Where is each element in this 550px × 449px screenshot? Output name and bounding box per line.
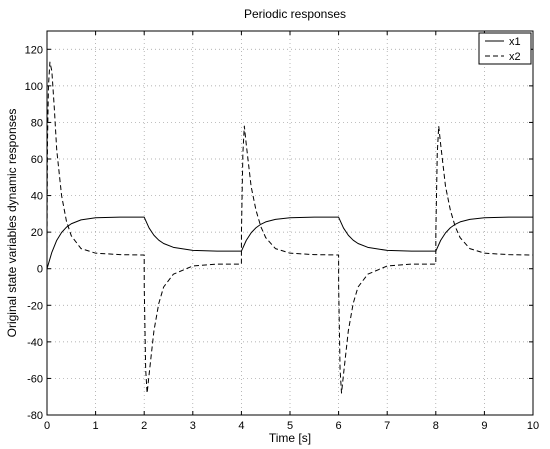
y-tick-label: 80 — [31, 117, 43, 129]
legend-x1-label: x1 — [509, 36, 521, 48]
series-group — [46, 61, 534, 394]
x-tick-label: 7 — [384, 420, 390, 432]
legend-box — [478, 32, 532, 65]
x-tick-label: 1 — [93, 420, 99, 432]
series-x2-line — [46, 61, 534, 394]
y-axis-ticks: -80 -60 -40 -20 0 20 40 60 80 100 120 — [25, 44, 533, 422]
x-axis-label: Time [s] — [269, 431, 311, 445]
x-tick-label: 3 — [190, 420, 196, 432]
legend-x2-label: x2 — [509, 51, 521, 63]
x-tick-label: 2 — [141, 420, 147, 432]
series-x1-line — [46, 216, 533, 269]
y-axis-label: Original state variables dynamic respons… — [5, 109, 19, 338]
x-tick-label: 0 — [44, 420, 50, 432]
y-tick-label: -60 — [27, 373, 43, 385]
x-tick-label: 10 — [527, 420, 539, 432]
x-tick-label: 9 — [481, 420, 487, 432]
y-tick-label: 120 — [25, 44, 43, 56]
y-tick-label: 60 — [31, 154, 43, 166]
y-tick-label: 40 — [31, 191, 43, 203]
y-tick-label: 0 — [37, 264, 43, 276]
x-tick-label: 8 — [433, 420, 439, 432]
x-tick-label: 5 — [287, 420, 293, 432]
y-tick-label: -20 — [27, 300, 43, 312]
chart-title: Periodic responses — [244, 7, 346, 21]
x-tick-label: 6 — [336, 420, 342, 432]
y-tick-label: 100 — [25, 81, 43, 93]
y-tick-label: -40 — [27, 337, 43, 349]
legend: x1 x2 — [478, 32, 532, 65]
x-tick-label: 4 — [238, 420, 244, 432]
y-tick-label: 20 — [31, 227, 43, 239]
y-tick-label: -80 — [27, 410, 43, 422]
grid-lines — [47, 31, 533, 416]
